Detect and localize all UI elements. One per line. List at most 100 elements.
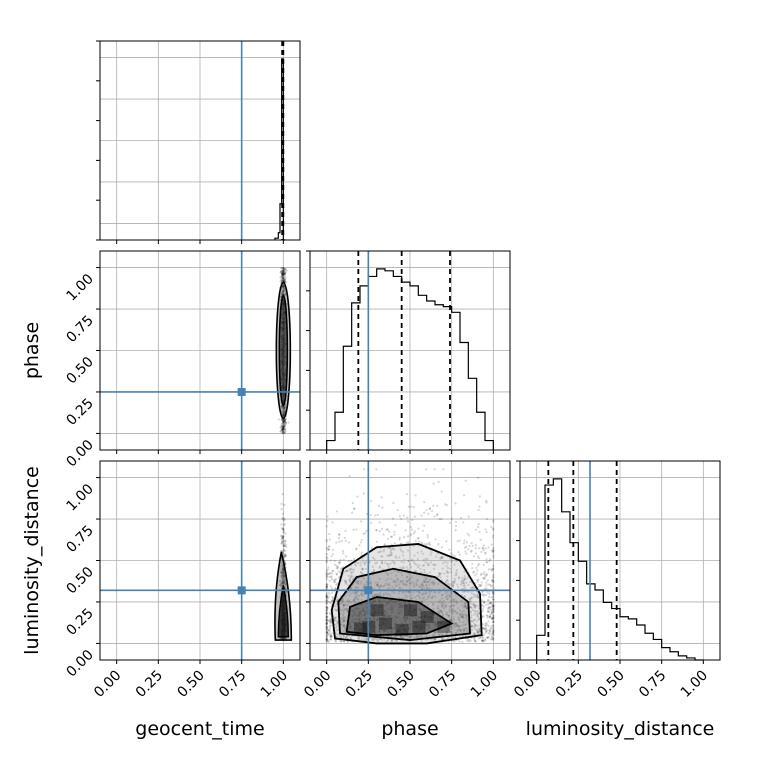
scatter-point — [445, 504, 448, 507]
scatter-point — [283, 425, 286, 428]
scatter-point — [328, 545, 331, 548]
scatter-point — [470, 606, 473, 609]
scatter-point — [374, 626, 377, 629]
scatter-point — [451, 584, 454, 587]
scatter-point — [406, 609, 409, 613]
scatter-point — [387, 565, 391, 568]
scatter-point — [439, 576, 442, 579]
scatter-point — [347, 591, 350, 594]
scatter-point — [392, 580, 395, 583]
scatter-point — [343, 624, 346, 627]
scatter-point — [474, 625, 477, 628]
scatter-point — [281, 568, 284, 571]
scatter-point — [410, 594, 413, 597]
scatter-point — [490, 611, 494, 615]
scatter-point — [279, 584, 283, 587]
scatter-point — [424, 592, 427, 596]
scatter-point — [444, 606, 447, 609]
scatter-point — [336, 621, 339, 624]
scatter-point — [477, 564, 480, 567]
scatter-point — [433, 582, 436, 585]
x-tick-label: 0.50 — [384, 668, 417, 701]
scatter-point — [350, 572, 353, 575]
scatter-point — [283, 411, 286, 414]
scatter-point — [455, 573, 458, 576]
scatter-point — [334, 626, 338, 629]
scatter-point — [477, 618, 480, 621]
scatter-point — [413, 608, 417, 611]
scatter-point — [279, 430, 282, 433]
scatter-point — [399, 542, 403, 545]
scatter-point — [279, 429, 282, 432]
scatter-point — [339, 558, 342, 561]
scatter-point — [380, 610, 383, 614]
scatter-point — [331, 569, 334, 572]
scatter-point — [431, 634, 434, 637]
scatter-point — [446, 571, 450, 574]
scatter-point — [325, 587, 328, 590]
scatter-point — [477, 593, 480, 597]
scatter-point — [283, 408, 286, 411]
scatter-point — [365, 638, 368, 641]
scatter-point — [426, 603, 429, 606]
scatter-point — [345, 600, 349, 603]
scatter-point — [433, 623, 436, 626]
scatter-point — [393, 591, 396, 594]
scatter-point — [440, 603, 443, 606]
scatter-point — [437, 620, 440, 624]
scatter-point — [432, 482, 435, 485]
scatter-point — [431, 613, 434, 616]
scatter-point — [329, 632, 332, 635]
scatter-point — [401, 606, 404, 609]
scatter-point — [365, 580, 369, 583]
scatter-point — [282, 531, 285, 534]
scatter-point — [396, 612, 399, 615]
scatter-point — [424, 628, 427, 631]
scatter-point — [492, 548, 495, 552]
scatter-point — [385, 619, 388, 622]
scatter-point — [389, 614, 392, 617]
scatter-point — [282, 519, 285, 522]
scatter-point — [400, 602, 403, 606]
scatter-point — [280, 291, 283, 294]
scatter-point — [330, 575, 333, 578]
scatter-point — [485, 587, 488, 590]
density-cell — [370, 604, 384, 617]
y-tick-label: 0.50 — [63, 564, 96, 597]
scatter-point — [373, 610, 377, 613]
scatter-point — [473, 632, 476, 635]
scatter-point — [280, 581, 284, 584]
scatter-point — [411, 580, 414, 583]
scatter-point — [389, 546, 392, 549]
scatter-point — [380, 603, 384, 606]
scatter-point — [326, 515, 329, 518]
scatter-point — [386, 554, 389, 557]
scatter-point — [429, 612, 432, 615]
scatter-point — [481, 590, 484, 594]
scatter-point — [466, 639, 469, 642]
scatter-point — [373, 604, 376, 607]
scatter-panel-luminosity_distance-vs-geocent_time — [100, 461, 300, 660]
scatter-point — [284, 294, 287, 297]
scatter-point — [402, 619, 406, 622]
scatter-point — [361, 607, 364, 611]
scatter-point — [441, 621, 444, 624]
scatter-point — [465, 629, 468, 633]
scatter-point — [340, 540, 343, 543]
scatter-point — [359, 541, 363, 544]
scatter-point — [280, 571, 283, 574]
scatter-point — [325, 576, 328, 579]
scatter-point — [448, 548, 451, 551]
scatter-point — [346, 610, 349, 613]
scatter-point — [381, 617, 384, 620]
scatter-point — [385, 640, 388, 643]
scatter-point — [335, 510, 339, 513]
scatter-point — [373, 600, 376, 603]
scatter-point — [404, 593, 407, 597]
scatter-point — [325, 578, 328, 581]
scatter-point — [382, 533, 385, 536]
scatter-point — [351, 511, 354, 514]
scatter-point — [415, 602, 418, 605]
scatter-point — [437, 543, 440, 546]
